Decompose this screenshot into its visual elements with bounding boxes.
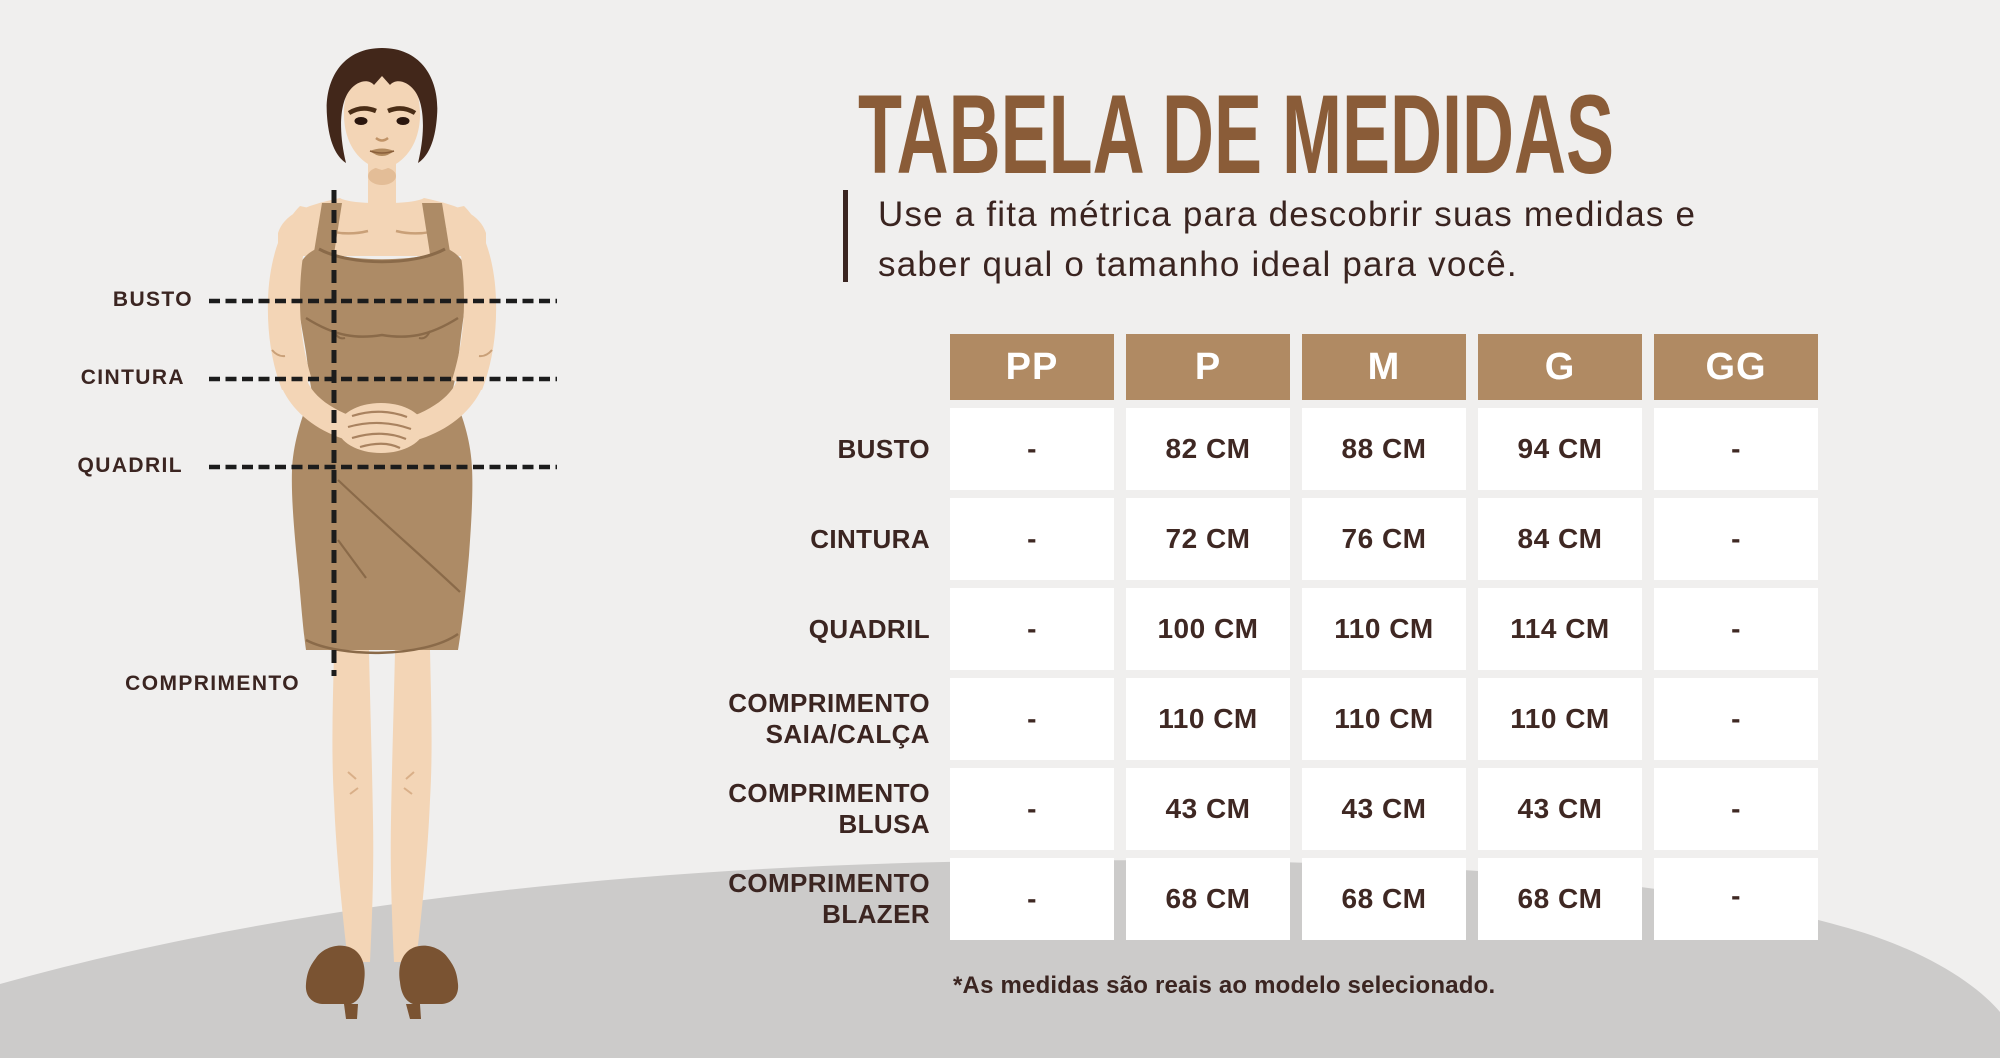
- footnote: *As medidas são reais ao modelo selecion…: [953, 972, 1496, 999]
- cell-saia-gg: -: [1654, 678, 1818, 760]
- left-leg: [332, 650, 374, 962]
- neckline-edge: [318, 247, 446, 264]
- cell-blusa-pp: -: [950, 768, 1114, 850]
- left-eye: [354, 117, 368, 125]
- row-label-quadril: QUADRIL: [808, 613, 930, 644]
- size-table: PP P M G GG BUSTO - 82 CM 88 CM 94 CM - …: [700, 334, 1818, 940]
- right-knee-marks: [403, 771, 415, 795]
- neck-shadow: [368, 167, 396, 185]
- cell-blusa-g: 43 CM: [1478, 768, 1642, 850]
- row-label-comprimento-blazer: COMPRIMENTO BLAZER: [728, 868, 930, 929]
- cell-busto-gg: -: [1654, 408, 1818, 490]
- cell-busto-g: 94 CM: [1478, 408, 1642, 490]
- left-shoe-heel: [344, 1004, 358, 1019]
- cell-quadril-p: 100 CM: [1126, 588, 1290, 670]
- cell-blazer-m: 68 CM: [1302, 858, 1466, 940]
- left-upper-arm: [267, 206, 318, 390]
- cell-cintura-p: 72 CM: [1126, 498, 1290, 580]
- cell-blusa-p: 43 CM: [1126, 768, 1290, 850]
- skirt-drape-line-long: [337, 479, 461, 593]
- cell-saia-p: 110 CM: [1126, 678, 1290, 760]
- column-header-m: M: [1302, 334, 1466, 400]
- right-elbow-crease: [478, 349, 493, 358]
- cell-saia-m: 110 CM: [1302, 678, 1466, 760]
- cell-blazer-gg: -: [1654, 858, 1818, 940]
- cell-saia-g: 110 CM: [1478, 678, 1642, 760]
- nose: [375, 136, 389, 142]
- column-header-gg: GG: [1654, 334, 1818, 400]
- row-label-busto: BUSTO: [837, 433, 930, 464]
- mouth-line: [369, 150, 395, 154]
- cell-blazer-g: 68 CM: [1478, 858, 1642, 940]
- table-corner-spacer: [700, 334, 938, 400]
- cell-quadril-pp: -: [950, 588, 1114, 670]
- cell-quadril-m: 110 CM: [1302, 588, 1466, 670]
- cell-cintura-gg: -: [1654, 498, 1818, 580]
- row-label-comprimento-saia-calca: COMPRIMENTO SAIA/CALÇA: [728, 688, 930, 749]
- subtitle: Use a fita métrica para descobrir suas m…: [878, 190, 1696, 290]
- cell-blazer-p: 68 CM: [1126, 858, 1290, 940]
- length-label: COMPRIMENTO: [125, 672, 300, 695]
- left-knee-marks: [347, 771, 359, 795]
- cell-saia-pp: -: [950, 678, 1114, 760]
- hem-line: [305, 632, 459, 655]
- column-header-g: G: [1478, 334, 1642, 400]
- hair-shape: [326, 48, 438, 163]
- column-header-p: P: [1126, 334, 1290, 400]
- right-shoe-heel: [406, 1004, 421, 1019]
- subtitle-line-1: Use a fita métrica para descobrir suas m…: [878, 195, 1697, 234]
- cell-busto-p: 82 CM: [1126, 408, 1290, 490]
- right-leg: [390, 650, 432, 962]
- waist-label: CINTURA: [80, 366, 185, 389]
- finger-lines: [347, 410, 412, 449]
- right-shoe: [399, 945, 459, 1004]
- cell-blazer-pp: -: [950, 858, 1114, 940]
- right-eyebrow: [387, 106, 417, 115]
- right-strap: [422, 203, 450, 254]
- right-upper-arm: [446, 206, 497, 390]
- left-elbow-crease: [271, 349, 286, 358]
- cell-cintura-pp: -: [950, 498, 1114, 580]
- page-title: TABELA DE MEDIDAS: [858, 72, 1614, 198]
- bust-seam: [305, 316, 459, 338]
- woman-illustration: [209, 48, 557, 1019]
- cell-quadril-gg: -: [1654, 588, 1818, 670]
- skirt-drape-line-short: [337, 539, 367, 579]
- bust-label: BUSTO: [112, 288, 193, 311]
- left-shoe: [305, 945, 365, 1004]
- right-eye: [396, 117, 410, 125]
- left-eyebrow: [347, 106, 377, 115]
- hip-label: QUADRIL: [77, 454, 183, 477]
- row-label-cintura: CINTURA: [810, 523, 930, 554]
- cell-busto-m: 88 CM: [1302, 408, 1466, 490]
- cell-cintura-g: 84 CM: [1478, 498, 1642, 580]
- cell-blusa-gg: -: [1654, 768, 1818, 850]
- subtitle-accent-bar: [843, 190, 848, 282]
- cell-busto-pp: -: [950, 408, 1114, 490]
- column-header-pp: PP: [950, 334, 1114, 400]
- row-label-comprimento-blusa: COMPRIMENTO BLUSA: [728, 778, 930, 839]
- face-shape: [343, 64, 421, 170]
- cell-quadril-g: 114 CM: [1478, 588, 1642, 670]
- cell-blusa-m: 43 CM: [1302, 768, 1466, 850]
- cell-cintura-m: 76 CM: [1302, 498, 1466, 580]
- subtitle-line-2: saber qual o tamanho ideal para você.: [878, 245, 1518, 284]
